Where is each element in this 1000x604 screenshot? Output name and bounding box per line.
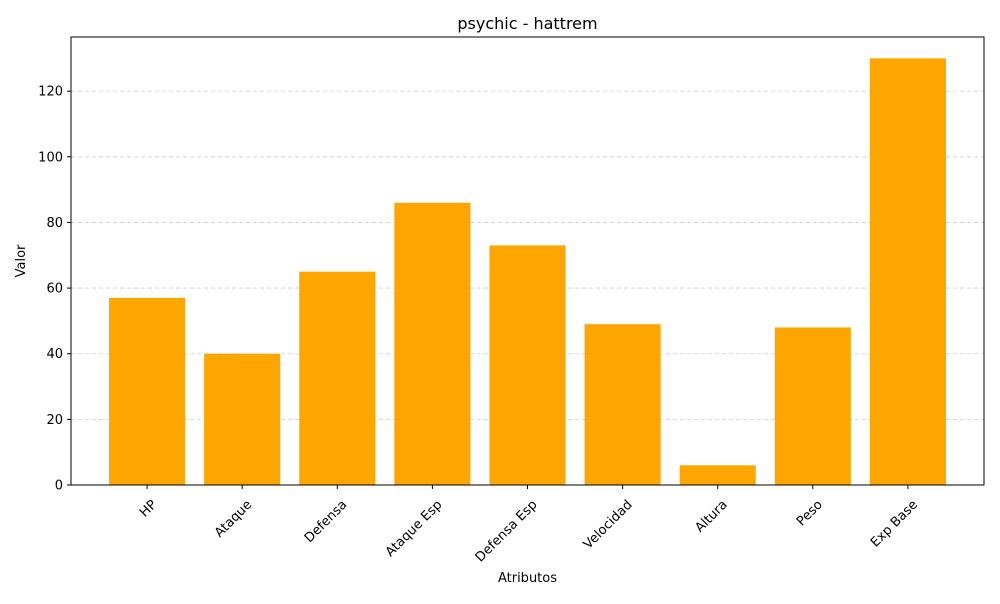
x-axis-label: Atributos (498, 571, 557, 586)
y-axis-label: Valor (14, 244, 29, 277)
y-tick-label: 0 (55, 479, 63, 494)
x-tick-label: Peso (794, 497, 826, 529)
x-axis-ticks: HP Ataque Defensa Ataque Esp Defensa Esp Velo… (137, 485, 921, 565)
x-tick-label: Velocidad (581, 497, 636, 552)
bar-velocidad (584, 324, 661, 485)
y-tick-label: 60 (46, 282, 63, 297)
bar-hp (109, 297, 186, 485)
x-tick-label: Defensa (302, 497, 350, 545)
bar-peso (774, 327, 851, 485)
x-tick-label: Ataque (212, 497, 255, 540)
y-tick-label: 40 (46, 347, 63, 362)
bar-altura (679, 465, 756, 485)
x-tick-label: Defensa Esp (473, 497, 541, 565)
bar-defensa-esp (489, 245, 566, 485)
bar-ataque (204, 353, 281, 485)
bar-ataque-esp (394, 202, 471, 485)
x-tick-label: Exp Base (868, 497, 921, 550)
x-tick-label: Ataque Esp (383, 497, 446, 560)
bar-defensa (299, 271, 376, 485)
y-tick-label: 20 (46, 413, 63, 428)
y-tick-label: 100 (38, 150, 63, 165)
y-axis-ticks: 0 20 40 60 80 100 120 (38, 85, 71, 494)
y-tick-label: 120 (38, 85, 63, 100)
bars (109, 58, 946, 485)
x-tick-label: Altura (692, 497, 730, 535)
bar-exp-base (869, 58, 946, 485)
chart-title: psychic - hattrem (457, 14, 597, 33)
y-tick-label: 80 (46, 216, 63, 231)
x-tick-label: HP (137, 497, 160, 520)
